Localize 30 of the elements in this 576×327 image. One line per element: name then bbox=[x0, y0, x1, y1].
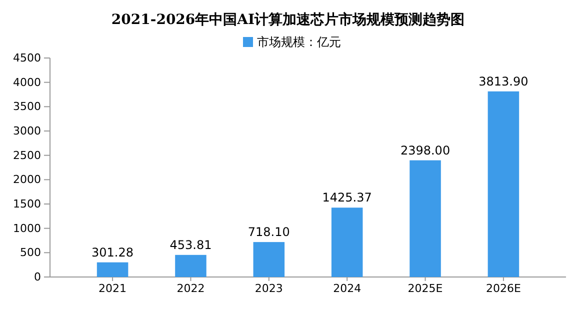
y-tick-label: 1000 bbox=[13, 222, 41, 235]
bar bbox=[488, 91, 520, 277]
bar bbox=[331, 208, 363, 277]
bar bbox=[253, 242, 285, 277]
data-label: 453.81 bbox=[170, 238, 212, 252]
data-label: 718.10 bbox=[248, 225, 290, 240]
y-tick-label: 1500 bbox=[13, 198, 41, 211]
y-tick-label: 4000 bbox=[13, 76, 41, 89]
legend-label: 市场规模：亿元 bbox=[257, 35, 341, 49]
y-tick-label: 2000 bbox=[13, 173, 41, 186]
y-tick-label: 0 bbox=[34, 270, 41, 284]
x-tick-label: 2022 bbox=[176, 282, 205, 295]
y-tick-label: 3500 bbox=[13, 100, 41, 114]
bar bbox=[410, 160, 441, 277]
x-tick-label: 2021 bbox=[98, 282, 127, 295]
x-tick-label: 2023 bbox=[254, 282, 283, 295]
bar bbox=[96, 262, 128, 277]
data-label: 2398.00 bbox=[400, 143, 450, 158]
data-label: 3813.90 bbox=[478, 74, 528, 88]
data-label: 301.28 bbox=[92, 245, 134, 260]
chart-title: 2021-2026年中国AI计算加速芯片市场规模预测趋势图 bbox=[111, 11, 465, 28]
y-tick-label: 4500 bbox=[13, 52, 41, 65]
x-tick-label: 2024 bbox=[333, 282, 362, 295]
y-tick-label: 500 bbox=[20, 246, 41, 260]
x-tick-label: 2026E bbox=[486, 282, 521, 295]
x-tick-label: 2025E bbox=[408, 282, 443, 295]
y-tick-label: 3000 bbox=[13, 124, 41, 138]
bar bbox=[175, 254, 206, 277]
y-tick-label: 2500 bbox=[13, 148, 41, 162]
data-label: 1425.37 bbox=[322, 190, 372, 205]
